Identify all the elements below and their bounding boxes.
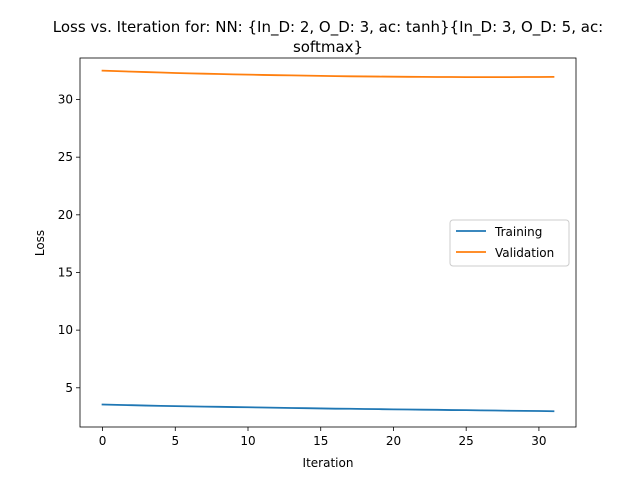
legend: Training Validation: [449, 219, 570, 267]
y-tick-label: 20: [58, 208, 73, 222]
x-axis-ticks: 0 5 10 15 20 25 30: [99, 427, 547, 448]
x-tick-label: 20: [386, 434, 401, 448]
legend-label-validation: Validation: [495, 246, 554, 260]
series-line-validation: [101, 69, 555, 79]
x-tick-label: 25: [459, 434, 474, 448]
x-tick-label: 0: [99, 434, 107, 448]
legend-label-training: Training: [494, 225, 542, 239]
plot-area: [79, 57, 577, 428]
x-tick-label: 15: [313, 434, 328, 448]
x-tick-label: 10: [240, 434, 255, 448]
y-tick-label: 25: [58, 150, 73, 164]
y-axis-label: Loss: [33, 230, 47, 256]
series-line-training: [101, 403, 555, 413]
y-axis-ticks: 5 10 15 20 25 30: [58, 93, 80, 395]
x-tick-label: 5: [171, 434, 179, 448]
x-tick-label: 30: [531, 434, 546, 448]
y-tick-label: 10: [58, 323, 73, 337]
y-tick-label: 30: [58, 93, 73, 107]
y-tick-label: 15: [58, 265, 73, 279]
chart-title-line-2: softmax}: [293, 38, 363, 56]
y-tick-label: 5: [65, 381, 73, 395]
x-axis-label: Iteration: [303, 456, 354, 470]
chart-title-line-1: Loss vs. Iteration for: NN: {In_D: 2, O_…: [53, 18, 604, 37]
series-lines: [101, 69, 555, 413]
